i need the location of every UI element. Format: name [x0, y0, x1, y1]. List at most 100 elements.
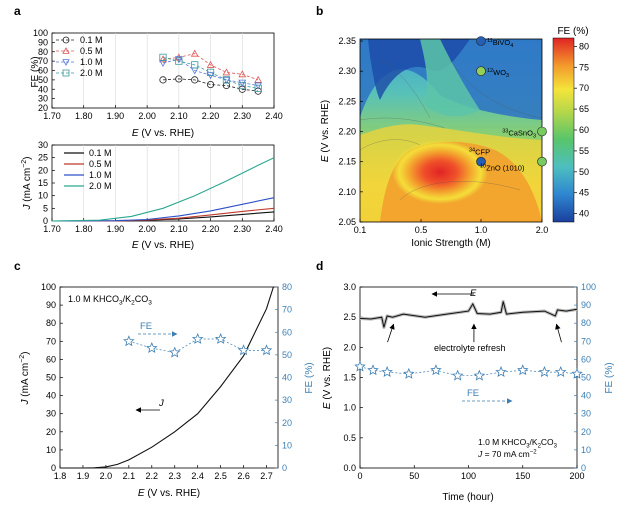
panel-b-y-tick-label: 2.30 [338, 66, 356, 76]
fe-series-line [162, 57, 259, 89]
panel-c-y-tick-label: 60 [46, 354, 56, 364]
fe-series-marker [159, 53, 167, 61]
panel-d-series [354, 299, 583, 381]
fe-star-marker [168, 346, 181, 358]
fe-series-marker [254, 82, 263, 90]
legend-swatch-marker [62, 59, 70, 66]
panel-a-top-x-tick-label: 1.80 [75, 111, 93, 121]
panel-a-top-y-label: FE (%) [30, 56, 41, 87]
panel-d-y2-tick-label: 20 [581, 427, 591, 437]
panel-c-x-tick-label: 2.3 [168, 471, 181, 481]
panel-d-y-label: E (V vs. RHE) [322, 347, 333, 409]
current-series-line [51, 197, 275, 222]
panel-a-top-series [159, 49, 263, 95]
fe-series-marker [206, 68, 215, 76]
panel-c-y2-tick-label: 80 [282, 282, 292, 292]
panel-a-top-y-tick-label: 60 [38, 66, 48, 76]
fe-series-marker [222, 68, 231, 76]
panel-b-letter: b [316, 4, 323, 18]
panel-a-top-y-tick-label: 80 [38, 47, 48, 57]
panel-b-y-tick-label: 2.35 [338, 36, 356, 46]
panel-d-y-ticks: 0.0 0.5 1.0 1.5 2.0 2.5 3.0 [343, 282, 363, 473]
panel-b-x-ticks: 0.1 0.5 1.0 2.0 [354, 219, 548, 235]
heatmap-data-point [476, 156, 486, 167]
panel-a-letter: a [14, 4, 21, 18]
colorbar-tick-label: 80 [579, 41, 589, 51]
fe-series-marker [159, 76, 167, 84]
panel-a-top-y-tick-label: 70 [38, 56, 48, 66]
panel-c-x-tick-label: 2.4 [191, 471, 204, 481]
panel-a-bottom-x-tick-label: 1.80 [75, 224, 93, 234]
panel-a-bottom-y-tick-label: 20 [38, 165, 48, 175]
panel-d-refresh-label: electrolyte refresh [434, 343, 506, 353]
panel-d-y-tick-label: 3.0 [343, 282, 356, 292]
panel-b-heatmap: 0.1 0.5 1.0 2.0 2.05 2.10 2.15 2.20 2.25 2.30 2.3… [320, 36, 548, 249]
fe-series-marker [190, 49, 199, 57]
panel-d-y-tick-label: 2.5 [343, 312, 356, 322]
fe-star-marker [354, 360, 366, 372]
panel-a-bottom-x-label: E (V vs. RHE) [132, 240, 194, 251]
fe-star-marker [451, 369, 464, 381]
heatmap-point-label: 10ZnO (1010) [480, 164, 525, 173]
panel-a-top-legend: 0.1 M0.5 M1.0 M2.0 M [56, 35, 103, 78]
panel-c-y2-tick-label: 0 [282, 463, 287, 473]
panel-d-y2-tick-label: 30 [581, 409, 591, 419]
fe-series-marker [191, 61, 199, 69]
panel-c-y2-tick-label: 30 [282, 395, 292, 405]
panel-c-y-tick-label: 80 [46, 318, 56, 328]
heatmap-data-point [537, 126, 547, 137]
panel-c-letter: c [14, 259, 21, 273]
panel-a-bottom-legend: 0.1 M0.5 M1.0 M2.0 M [64, 148, 112, 191]
panel-a-top-x-tick-label: 1.90 [107, 111, 125, 121]
panel-a-top-y-tick-label: 50 [38, 75, 48, 85]
colorbar-gradient [552, 37, 575, 223]
panel-d-fe-label: FE [467, 388, 479, 399]
refresh-arrow [555, 323, 562, 343]
panel-a-bottom-gridlines [83, 145, 243, 221]
colorbar-ticks: 40 45 50 55 60 65 70 75 80 [574, 41, 589, 219]
legend-label: 2.0 M [89, 181, 112, 191]
colorbar-tick-label: 45 [579, 188, 589, 198]
panel-c-y-tick-label: 0 [51, 463, 56, 473]
fe-star-marker [146, 342, 158, 353]
heatmap-point-label: 11BiVO4 [487, 38, 513, 49]
fe-series-marker [238, 79, 247, 87]
fe-star-marker [381, 366, 393, 377]
legend-label: 0.5 M [89, 159, 112, 169]
panel-d-y2-tick-label: 40 [581, 391, 591, 401]
panel-d-y-tick-label: 2.0 [343, 342, 356, 352]
panel-b-x-tick-label: 1.0 [475, 225, 488, 235]
panel-b: b 0.1 0.5 1.0 2.0 2.052.102.152.202.252.302… [316, 4, 589, 249]
panel-d-y2-tick-label: 90 [581, 300, 591, 310]
panel-c-fe-label: FE [140, 321, 152, 332]
current-series-line [51, 157, 275, 222]
panel-a-bottom-y-tick-label: 30 [38, 140, 48, 150]
fe-series-marker [159, 55, 167, 63]
colorbar-title: FE (%) [557, 26, 588, 37]
panel-c-y-label: J (mA cm−2) [19, 352, 31, 406]
fe-series-marker [191, 76, 199, 84]
panel-d-y-tick-label: 0.0 [343, 463, 356, 473]
colorbar-tick-label: 55 [579, 146, 589, 156]
legend-label: 0.1 M [89, 148, 112, 158]
panel-a-bottom-x-tick-label: 2.10 [170, 224, 188, 234]
fe-star-marker [237, 344, 250, 356]
fe-series-marker [222, 76, 231, 84]
panel-d-x-tick-label: 50 [409, 471, 419, 481]
panel-d-letter: d [316, 259, 323, 273]
panel-c-y2-tick-label: 20 [282, 418, 292, 428]
fe-series-marker [238, 81, 246, 90]
colorbar-tick-label: 75 [579, 62, 589, 72]
heatmap-point-label: 33CaSnO3 [502, 129, 536, 140]
panel-d-x-tick-label: 100 [461, 471, 476, 481]
panel-b-y-tick-label: 2.15 [338, 157, 356, 167]
panel-c-y-tick-label: 40 [46, 391, 56, 401]
panel-c-x-tick-label: 2.0 [100, 471, 113, 481]
panel-c: c 0 10 20 30 40 50 60 70 80 90 100 0 10 20 30 40 50 60 70… [14, 259, 315, 499]
panel-c-x-tick-label: 2.5 [214, 471, 227, 481]
panel-c-y2-tick-label: 40 [282, 373, 292, 383]
heatmap-data-point [476, 36, 486, 46]
panel-d-x-label: Time (hour) [442, 492, 493, 503]
fe-star-marker [473, 369, 486, 381]
panel-c-y-tick-label: 70 [46, 336, 56, 346]
